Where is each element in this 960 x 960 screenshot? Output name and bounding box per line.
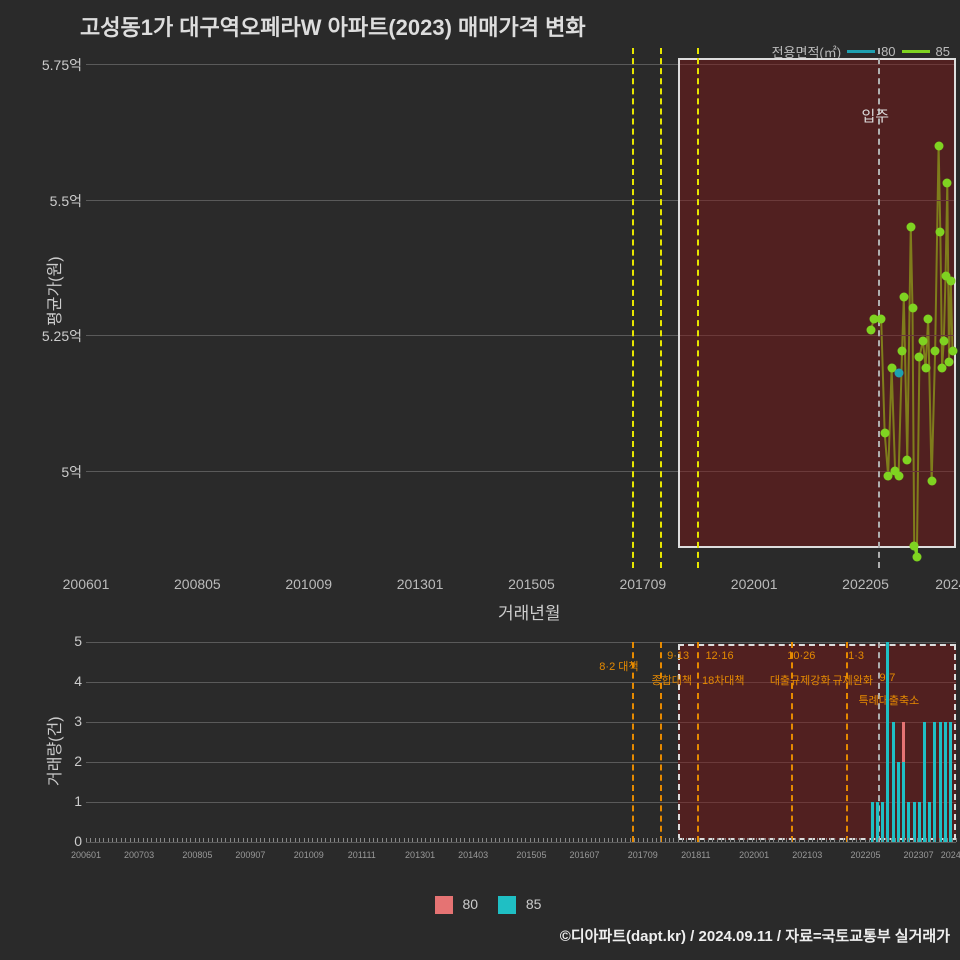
data-point [927, 477, 936, 486]
data-point [934, 141, 943, 150]
xtick-b: 200703 [124, 850, 154, 860]
legend-bottom-85: 85 [526, 896, 542, 912]
volume-bar [913, 802, 916, 842]
xtick-b: 200805 [182, 850, 212, 860]
xtick: 201505 [508, 576, 555, 592]
volume-bar [944, 722, 947, 842]
xtick: 201709 [619, 576, 666, 592]
xtick-b: 201301 [405, 850, 435, 860]
xtick-b: 201505 [516, 850, 546, 860]
ytick-b: 5 [64, 633, 82, 649]
xtick: 201009 [285, 576, 332, 592]
volume-bar [886, 642, 889, 842]
ytick: 5억 [36, 462, 82, 482]
data-point [908, 304, 917, 313]
ytick-b: 2 [64, 753, 82, 769]
ytick-b: 3 [64, 713, 82, 729]
policy-anno: 12·16 [705, 650, 733, 662]
data-point [880, 428, 889, 437]
policy-anno: 8·2 대책 [599, 658, 638, 674]
data-point [910, 542, 919, 551]
volume-bar [949, 722, 952, 842]
data-point [948, 347, 957, 356]
ytick-b: 0 [64, 833, 82, 849]
xtick: 202205 [842, 576, 889, 592]
xtick-b: 202103 [792, 850, 822, 860]
xtick-b: 200907 [235, 850, 265, 860]
anno-label: 입주 [861, 105, 889, 126]
data-point [899, 293, 908, 302]
data-point [912, 553, 921, 562]
data-point [931, 347, 940, 356]
policy-anno: 종합대책 [652, 672, 692, 688]
data-point [918, 336, 927, 345]
xtick-b: 201811 [681, 850, 710, 860]
xtick-b: 201009 [294, 850, 324, 860]
y-axis-label: 평균가(원) [41, 256, 65, 326]
volume-bar [939, 722, 942, 842]
data-point [877, 314, 886, 323]
legend-bottom-80: 80 [462, 896, 478, 912]
data-point [946, 276, 955, 285]
volume-bar [871, 802, 874, 842]
volume-bar [892, 722, 895, 842]
data-point [906, 222, 915, 231]
volume-bar [918, 802, 921, 842]
xtick-b: 202307 [904, 850, 934, 860]
xtick: 200601 [63, 576, 110, 592]
xtick-b: 201403 [458, 850, 488, 860]
data-point [895, 369, 904, 378]
volume-bar [902, 762, 905, 842]
data-point [945, 358, 954, 367]
xtick-b: 202205 [850, 850, 880, 860]
policy-anno: 9·13 [667, 650, 689, 662]
ytick: 5.75억 [36, 55, 82, 75]
x-axis-label: 거래년월 [498, 599, 561, 624]
xtick-b: 201607 [569, 850, 599, 860]
ytick: 5.25억 [36, 326, 82, 346]
ytick-b: 4 [64, 673, 82, 689]
data-point [866, 325, 875, 334]
volume-bar [907, 802, 910, 842]
volume-bar [928, 802, 931, 842]
volume-bar [876, 802, 879, 842]
policy-anno: 규제완화 [832, 672, 872, 688]
volume-chart: 거래량(건) 0 1 2 3 4 5 8·2 대책 9·13 종합대책 12·16 18차대책 10·… [38, 636, 958, 871]
policy-anno: 18차대책 [702, 672, 745, 688]
data-point [936, 228, 945, 237]
policy-anno: 10·26 [787, 650, 815, 662]
xtick: 201301 [397, 576, 444, 592]
data-point [943, 179, 952, 188]
xtick-b: 2024 [941, 850, 960, 860]
legend-swatch-85 [498, 896, 516, 914]
ytick-b: 1 [64, 793, 82, 809]
volume-bar [933, 722, 936, 842]
volume-bar [897, 762, 900, 842]
y-axis-label-b: 거래량(건) [41, 716, 65, 786]
price-chart: 평균가(원) 전용면적(㎡) 80 85 5억5.25억5.5억5.75억입주2… [38, 36, 958, 606]
xtick-b: 201111 [348, 850, 376, 860]
data-point [924, 314, 933, 323]
volume-bar [923, 722, 926, 842]
xtick-b: 200601 [71, 850, 101, 860]
legend-swatch-80 [435, 896, 453, 914]
data-point [898, 347, 907, 356]
legend-bottom: 80 85 [0, 896, 960, 914]
xtick-b: 201709 [628, 850, 658, 860]
xtick: 2024 [935, 576, 960, 592]
policy-anno: 1·3 [848, 650, 864, 662]
data-point [903, 455, 912, 464]
credit-line: ©디아파트(dapt.kr) / 2024.09.11 / 자료=국토교통부 실… [560, 925, 950, 946]
policy-anno: 대출규제강화 [770, 672, 831, 688]
xtick: 202001 [731, 576, 778, 592]
ytick: 5.5억 [36, 191, 82, 211]
volume-bar [881, 802, 884, 842]
data-point [939, 336, 948, 345]
data-point [894, 471, 903, 480]
data-point [915, 352, 924, 361]
xtick: 200805 [174, 576, 221, 592]
xtick-b: 202001 [739, 850, 769, 860]
data-point [921, 363, 930, 372]
